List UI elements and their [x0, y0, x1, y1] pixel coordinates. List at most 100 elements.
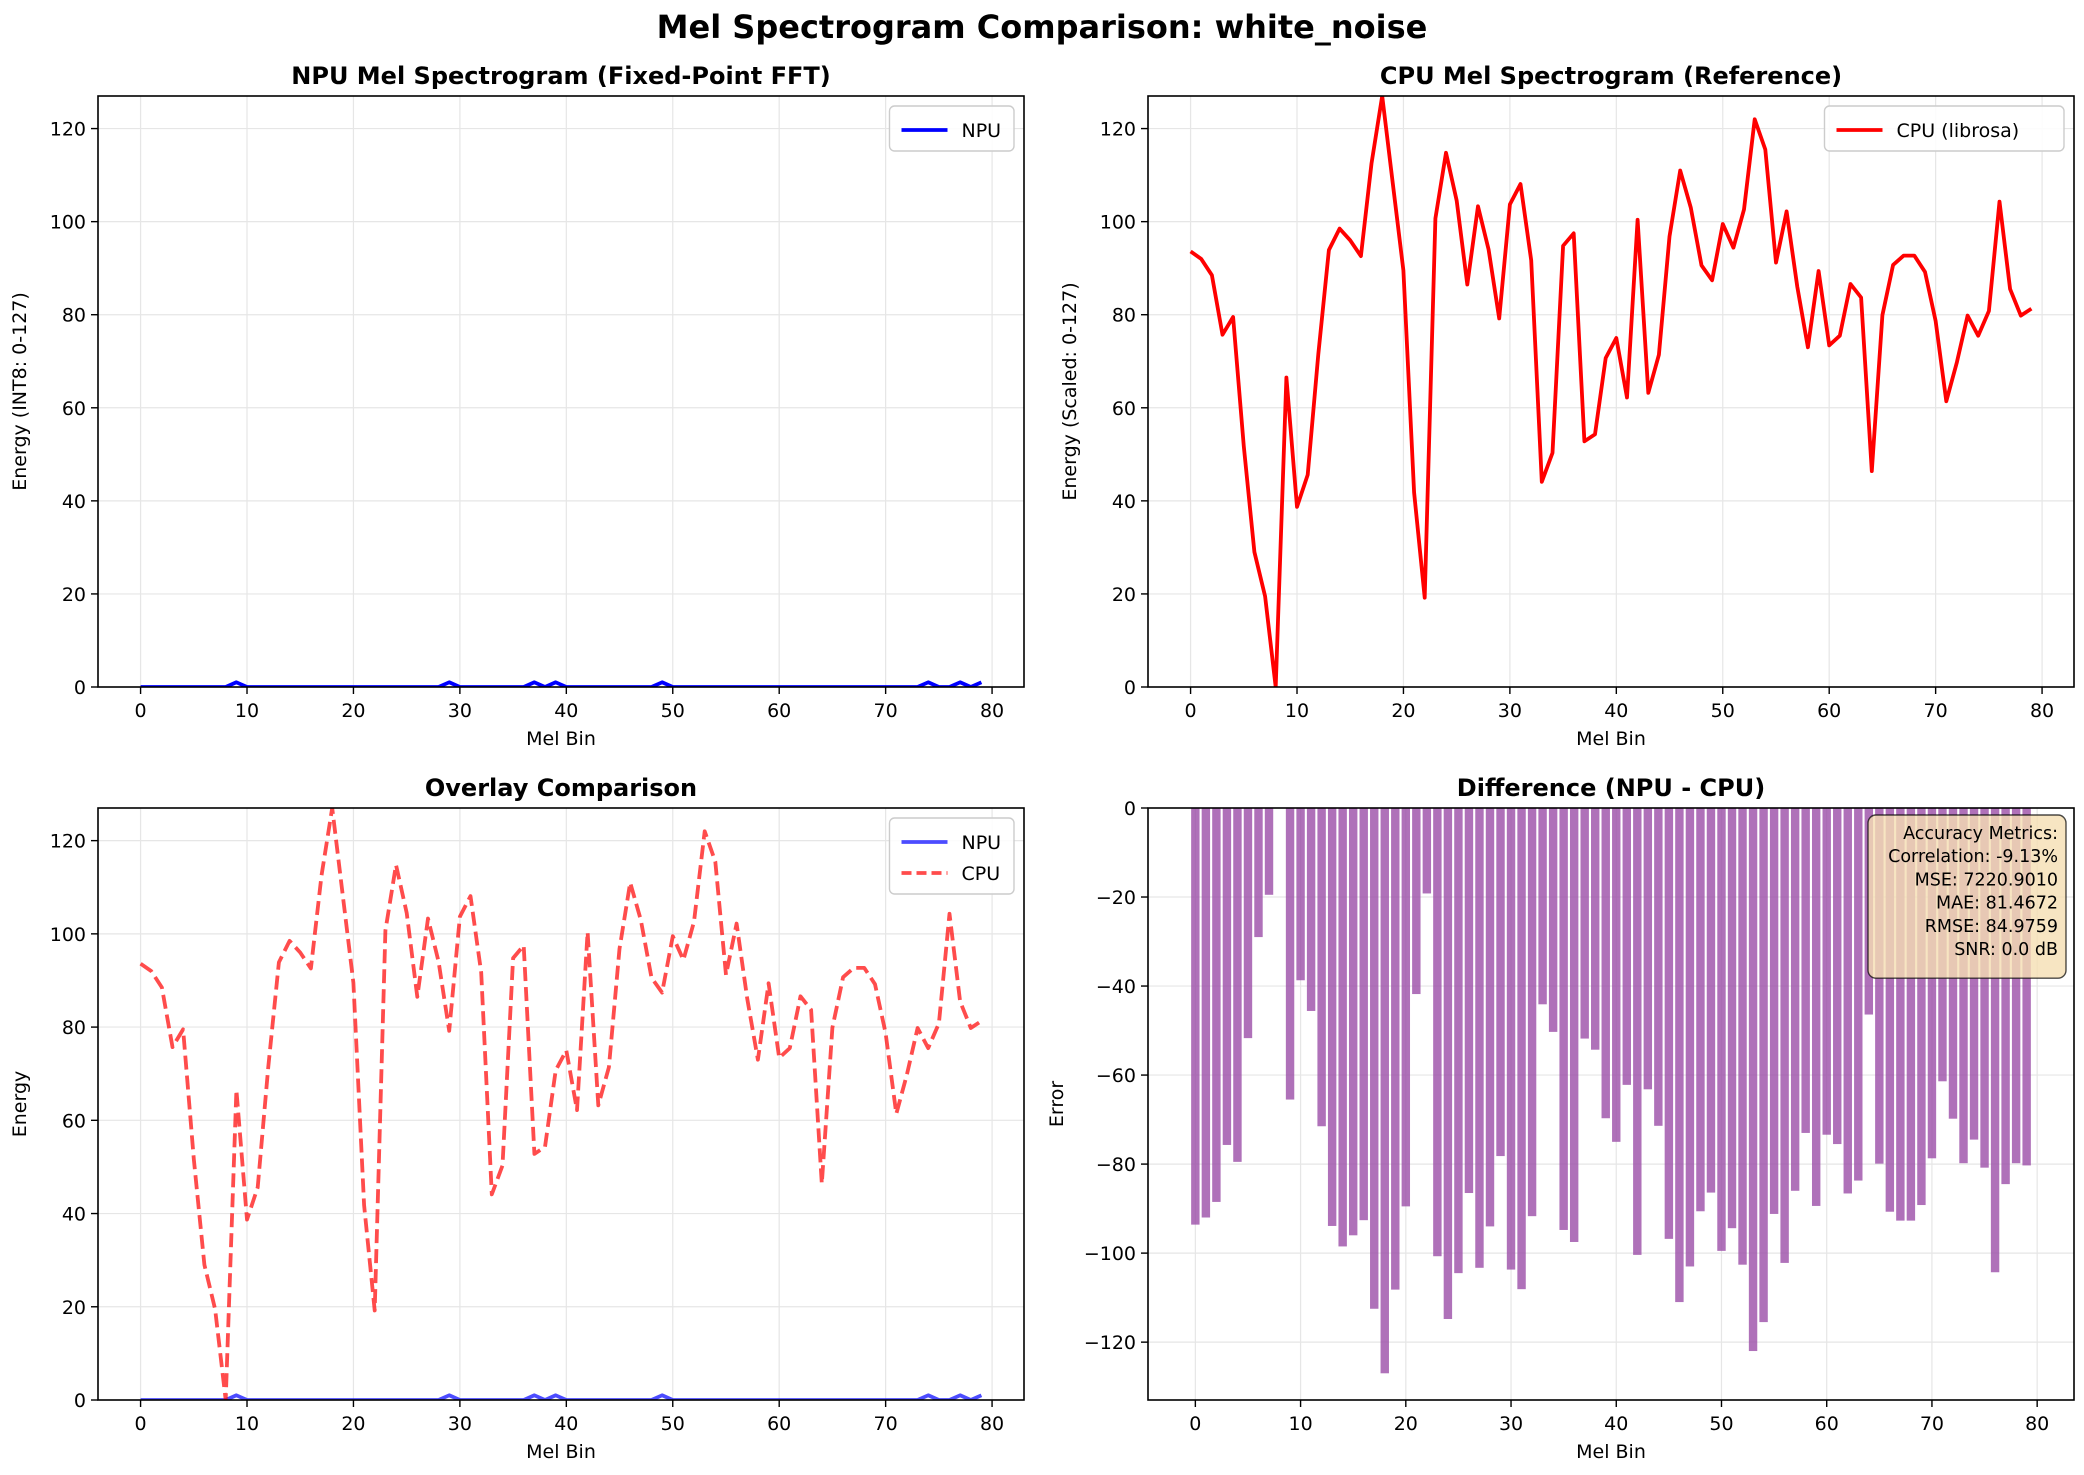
bar	[1243, 808, 1253, 1039]
metrics-line: MAE: 81.4672	[1936, 894, 2058, 914]
bar	[1612, 808, 1621, 1142]
y-tick-label: 120	[1100, 119, 1136, 141]
bar	[1296, 808, 1305, 981]
legend: NPU CPU	[888, 817, 1015, 895]
y-tick-label: −40	[1096, 976, 1136, 998]
bar	[1727, 808, 1737, 1229]
subplot-1: 0 10 20 30 40 50 60 70 80 0 20 40 60 80 100 120 NPU Mel …	[9, 62, 1025, 750]
bar	[1685, 808, 1695, 1267]
bar	[1475, 808, 1484, 1268]
plot-area	[1189, 96, 2033, 687]
bar	[1327, 808, 1337, 1226]
bar	[1885, 808, 1895, 1212]
y-tick-label: 120	[50, 831, 86, 853]
x-tick-label: 50	[661, 700, 685, 722]
x-tick-label: 50	[1711, 700, 1735, 722]
bar	[1654, 808, 1663, 1126]
subplot-title: CPU Mel Spectrogram (Reference)	[1380, 62, 1842, 90]
y-tick-label: 20	[62, 584, 86, 606]
bar	[1212, 808, 1221, 1202]
x-axis-label: Mel Bin	[526, 728, 596, 750]
bar	[1601, 808, 1610, 1119]
x-tick-label: 60	[1815, 1413, 1839, 1435]
x-tick-label: 60	[767, 700, 791, 722]
bar	[1591, 808, 1600, 1050]
bar	[1622, 808, 1631, 1085]
bar	[1348, 808, 1358, 1236]
x-tick-label: 40	[1604, 1413, 1628, 1435]
y-tick-label: 40	[1112, 491, 1136, 513]
bar	[1717, 808, 1726, 1251]
y-tick-label: 80	[1112, 305, 1136, 327]
bar	[1875, 808, 1884, 1164]
subplot-3: 0 10 20 30 40 50 60 70 80 0 20 40 60 80 100 120 Overlay …	[9, 774, 1025, 1463]
bar	[1422, 808, 1432, 894]
subplot-title: Difference (NPU - CPU)	[1457, 774, 1765, 802]
x-tick-label: 20	[1394, 1413, 1418, 1435]
y-tick-label: 60	[1112, 398, 1136, 420]
bar	[1359, 808, 1368, 1221]
legend: NPU	[888, 105, 1015, 152]
legend-box	[888, 105, 1015, 152]
legend-box	[1823, 105, 2065, 152]
x-tick-label: 30	[448, 1413, 472, 1435]
y-axis-label: Energy	[9, 1071, 31, 1138]
y-tick-label: 100	[50, 924, 86, 946]
y-tick-label: 20	[62, 1297, 86, 1319]
bar	[1769, 808, 1779, 1214]
y-tick-label: 0	[1124, 677, 1136, 699]
legend-label: CPU (librosa)	[1897, 120, 2020, 142]
bar	[1833, 808, 1842, 1145]
x-tick-label: 10	[235, 1413, 259, 1435]
y-axis-label: Energy (INT8: 0-127)	[9, 292, 31, 491]
y-tick-label: −20	[1096, 887, 1136, 909]
bar	[1569, 808, 1579, 1242]
x-axis-label: Mel Bin	[1576, 728, 1646, 750]
bar	[1780, 808, 1789, 1263]
y-tick-label: −80	[1096, 1154, 1136, 1176]
x-tick-label: 60	[767, 1413, 791, 1435]
axes-frame	[97, 95, 1025, 688]
bar	[1391, 808, 1400, 1290]
y-axis-label: Error	[1046, 1081, 1068, 1128]
bar	[1559, 808, 1568, 1230]
bar	[1927, 808, 1937, 1159]
y-tick-label: 100	[1100, 212, 1136, 234]
y-tick-label: −120	[1084, 1332, 1136, 1354]
legend-label: NPU	[962, 832, 1002, 854]
bar	[1790, 808, 1800, 1191]
bar	[1801, 808, 1810, 1133]
x-tick-label: 30	[448, 700, 472, 722]
bar	[1990, 808, 2000, 1273]
x-tick-label: 10	[235, 700, 259, 722]
y-tick-label: 60	[62, 1110, 86, 1132]
bar	[2022, 808, 2031, 1166]
bar	[1822, 808, 1831, 1135]
x-tick-label: 80	[2030, 700, 2054, 722]
metrics-box: Accuracy Metrics: Correlation: -9.13% MSE:…	[1867, 814, 2067, 979]
bar	[1380, 808, 1389, 1374]
x-axis-label: Mel Bin	[1576, 1441, 1646, 1463]
bar	[1696, 808, 1705, 1212]
x-tick-label: 20	[341, 700, 365, 722]
axes-frame	[97, 807, 1025, 1401]
y-tick-label: −60	[1096, 1065, 1136, 1087]
y-axis-label: Energy (Scaled: 0-127)	[1059, 282, 1081, 500]
bar	[1370, 808, 1379, 1309]
y-tick-label: 0	[74, 1390, 86, 1412]
y-tick-label: 0	[1124, 798, 1136, 820]
bar	[1896, 808, 1905, 1221]
bar	[1222, 808, 1232, 1145]
bar	[1854, 808, 1863, 1181]
y-tick-label: 20	[1112, 584, 1136, 606]
x-tick-label: 60	[1817, 700, 1841, 722]
bar	[1201, 808, 1211, 1218]
x-tick-label: 20	[1391, 700, 1415, 722]
y-tick-label: 40	[62, 1204, 86, 1226]
bar	[1748, 808, 1758, 1352]
subplot-4: 0 10 20 30 40 50 60 70 80 0 −20 −40 −60 −80 −100 −120 Di…	[1046, 774, 2075, 1463]
x-tick-label: 30	[1499, 1413, 1523, 1435]
x-tick-label: 70	[874, 1413, 898, 1435]
x-tick-label: 20	[341, 1413, 365, 1435]
subplot-2: 0 10 20 30 40 50 60 70 80 0 20 40 60 80 100 120 CPU Mel …	[1059, 62, 2075, 750]
